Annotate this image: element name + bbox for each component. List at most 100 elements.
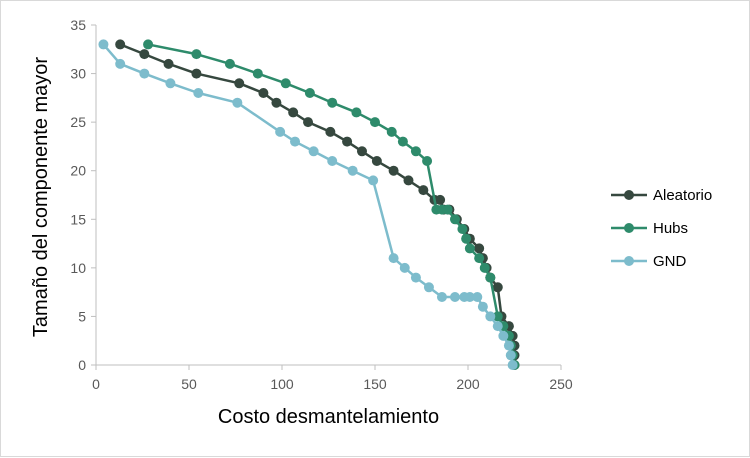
data-point [280, 78, 291, 89]
series-line [102, 43, 514, 366]
data-point [327, 97, 338, 108]
series-hubs [143, 39, 520, 370]
y-tick-label: 15 [70, 211, 86, 227]
y-axis-ticks: 0 5 10 15 20 25 30 35 [70, 17, 96, 373]
series-layer [98, 39, 520, 370]
x-tick-label: 200 [456, 376, 480, 392]
data-point [474, 243, 485, 254]
data-point [461, 233, 472, 244]
data-point [492, 321, 503, 332]
data-point [479, 262, 490, 273]
data-point [505, 350, 516, 361]
data-point [474, 253, 485, 264]
data-point [507, 360, 518, 370]
data-point [351, 107, 362, 118]
data-point [449, 214, 460, 225]
data-point [258, 88, 269, 98]
data-point [308, 146, 319, 157]
data-point [386, 126, 397, 137]
data-point [442, 204, 453, 215]
y-tick-label: 10 [70, 260, 86, 276]
data-point [347, 165, 358, 176]
x-tick-label: 100 [270, 376, 294, 392]
legend-item-aleatorio: Aleatorio [611, 187, 712, 204]
data-point [271, 97, 282, 108]
data-point [449, 292, 460, 302]
data-point [472, 292, 483, 302]
y-tick-label: 25 [70, 114, 86, 130]
legend-item-hubs: Hubs [611, 220, 688, 237]
data-point [457, 224, 468, 234]
legend-item-gnd: GND [611, 253, 687, 270]
data-point [288, 107, 299, 118]
data-point [370, 117, 380, 128]
data-point [368, 175, 379, 186]
legend: Aleatorio Hubs GND [611, 187, 712, 270]
y-axis-title: Tamaño del componente mayor [30, 57, 52, 337]
data-point [303, 117, 314, 128]
legend-swatch-marker [624, 256, 634, 266]
legend-swatch-marker [624, 223, 634, 233]
data-point [165, 78, 176, 89]
chart-axes: 0 50 100 150 200 250 0 5 10 15 20 25 30 35 [70, 17, 572, 392]
data-point [388, 165, 399, 176]
data-point [342, 136, 353, 147]
x-tick-label: 50 [181, 376, 197, 392]
x-axis-title: Costo desmantelamiento [218, 406, 439, 428]
data-point [356, 146, 367, 157]
data-point [327, 156, 338, 166]
data-point [485, 272, 496, 283]
data-point [464, 243, 475, 254]
legend-label: GND [653, 253, 687, 270]
data-point [115, 58, 126, 69]
data-point [252, 68, 263, 79]
data-point [325, 126, 336, 137]
x-tick-label: 0 [92, 376, 100, 392]
data-point [191, 68, 202, 79]
data-point [423, 282, 434, 293]
data-point [304, 88, 315, 98]
data-point [410, 272, 421, 283]
data-point [399, 262, 410, 273]
y-tick-label: 5 [78, 308, 86, 324]
data-point [388, 253, 399, 264]
legend-label: Hubs [653, 220, 688, 237]
y-tick-label: 0 [78, 357, 86, 373]
data-point [290, 136, 301, 147]
data-point [492, 311, 503, 322]
series-line [119, 43, 516, 365]
data-point [422, 156, 433, 166]
data-point [435, 194, 446, 205]
data-point [234, 78, 245, 89]
data-point [397, 136, 408, 147]
data-point [403, 175, 414, 186]
data-point [436, 292, 447, 302]
legend-swatch-marker [624, 190, 634, 200]
data-point [163, 58, 174, 69]
series-gnd [98, 39, 518, 370]
data-point [464, 292, 475, 302]
data-point [485, 311, 496, 322]
data-point [139, 49, 150, 60]
series-aleatorio [115, 39, 520, 370]
data-point [371, 156, 382, 166]
data-point [477, 301, 488, 312]
data-point [503, 340, 514, 351]
y-tick-label: 35 [70, 17, 86, 33]
x-tick-label: 150 [363, 376, 387, 392]
data-point [115, 39, 126, 50]
data-point [193, 88, 204, 98]
legend-label: Aleatorio [653, 187, 712, 204]
data-point [224, 58, 235, 69]
data-point [139, 68, 150, 79]
data-point [143, 39, 154, 50]
y-tick-label: 20 [70, 163, 86, 179]
y-tick-label: 30 [70, 66, 86, 82]
data-point [275, 126, 286, 137]
data-point [410, 146, 421, 157]
data-point [98, 39, 109, 50]
data-point [492, 282, 503, 293]
x-tick-label: 250 [549, 376, 573, 392]
